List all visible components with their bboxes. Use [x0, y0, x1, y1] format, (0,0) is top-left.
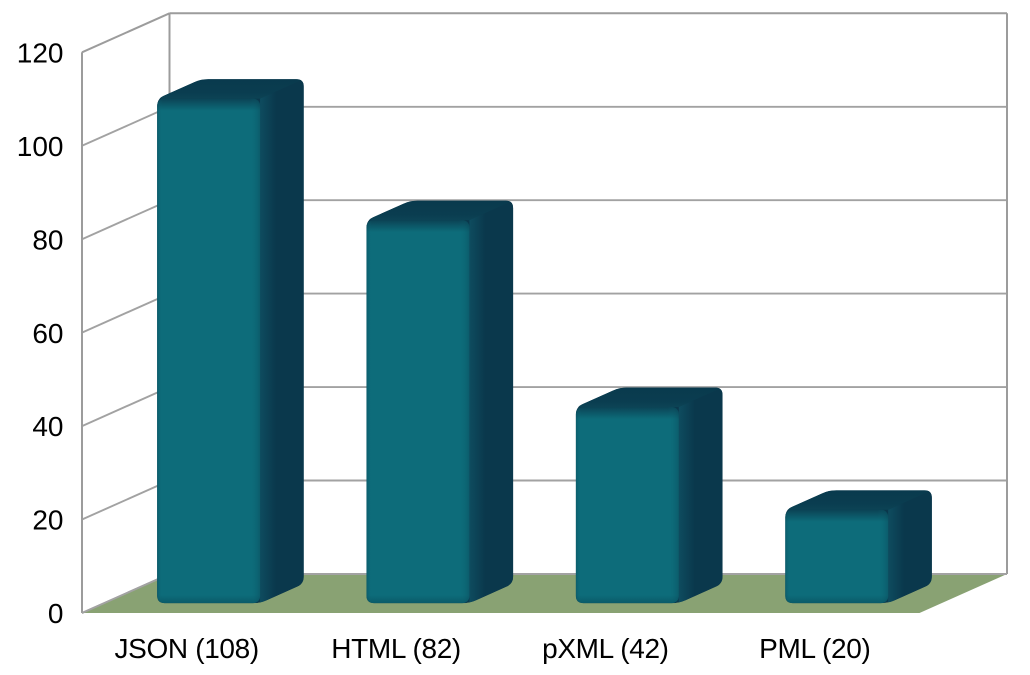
svg-text:80: 80	[32, 224, 63, 255]
svg-text:20: 20	[32, 505, 63, 536]
svg-text:60: 60	[32, 318, 63, 349]
svg-text:PML (20): PML (20)	[759, 633, 870, 664]
svg-text:0: 0	[48, 598, 64, 629]
svg-text:JSON (108): JSON (108)	[115, 633, 259, 664]
svg-text:120: 120	[17, 37, 64, 68]
svg-text:HTML (82): HTML (82)	[331, 633, 461, 664]
svg-text:40: 40	[32, 411, 63, 442]
svg-text:pXML (42): pXML (42)	[542, 633, 669, 664]
svg-text:100: 100	[17, 131, 64, 162]
